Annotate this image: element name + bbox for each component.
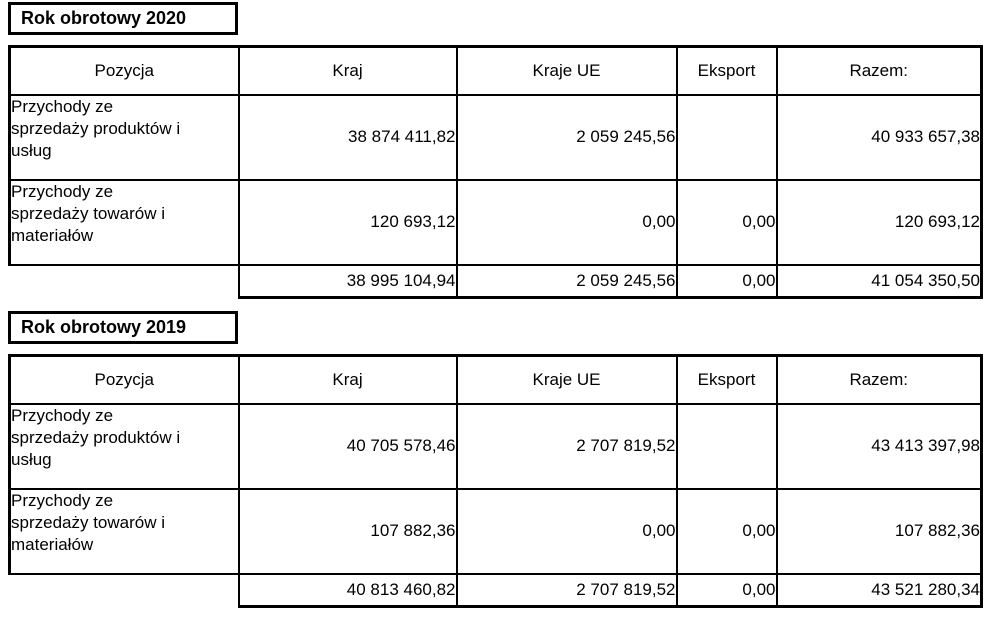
value-cell-eksport (675, 402, 778, 490)
total-cell-kraj: 38 995 104,94 (237, 263, 458, 299)
column-header-razem: Razem: (775, 45, 983, 96)
column-header-kraj: Kraj (237, 45, 458, 96)
table-row: Przychody ze sprzedaży towarów i materia… (8, 178, 983, 266)
table-row: Przychody ze sprzedaży produktów i usług… (8, 402, 983, 490)
total-cell-razem: 41 054 350,50 (775, 263, 983, 299)
year-title-2019: Rok obrotowy 2019 (8, 311, 238, 344)
column-header-razem: Razem: (775, 354, 983, 405)
total-row: 40 813 460,82 2 707 819,52 0,00 43 521 2… (9, 572, 983, 608)
value-cell-kraj: 120 693,12 (237, 178, 458, 266)
total-cell-razem: 43 521 280,34 (775, 572, 983, 608)
revenue-table-2020: Pozycja Kraj Kraje UE Eksport Razem: Prz… (8, 45, 983, 299)
value-cell-razem: 120 693,12 (775, 178, 983, 266)
column-header-kraje-ue: Kraje UE (455, 354, 678, 405)
value-cell-eksport: 0,00 (675, 487, 778, 575)
row-label: Przychody ze sprzedaży towarów i materia… (8, 487, 240, 575)
header-row: Pozycja Kraj Kraje UE Eksport Razem: (8, 354, 983, 405)
value-cell-eksport (675, 93, 778, 181)
revenue-table-2019: Pozycja Kraj Kraje UE Eksport Razem: Prz… (8, 354, 983, 608)
total-cell-kraj: 40 813 460,82 (237, 572, 458, 608)
row-label: Przychody ze sprzedaży produktów i usług (8, 402, 240, 490)
column-header-eksport: Eksport (675, 354, 778, 405)
value-cell-razem: 43 413 397,98 (775, 402, 983, 490)
header-row: Pozycja Kraj Kraje UE Eksport Razem: (8, 45, 983, 96)
row-label: Przychody ze sprzedaży produktów i usług (8, 93, 240, 181)
value-cell-kraj: 38 874 411,82 (237, 93, 458, 181)
total-row: 38 995 104,94 2 059 245,56 0,00 41 054 3… (9, 263, 983, 299)
value-cell-kraje-ue: 2 059 245,56 (455, 93, 678, 181)
column-header-pozycja: Pozycja (8, 354, 240, 405)
table-row: Przychody ze sprzedaży towarów i materia… (8, 487, 983, 575)
row-label: Przychody ze sprzedaży towarów i materia… (8, 178, 240, 266)
value-cell-kraj: 40 705 578,46 (237, 402, 458, 490)
value-cell-kraje-ue: 0,00 (455, 487, 678, 575)
fiscal-year-2019-section: Rok obrotowy 2019 Pozycja Kraj Kraje UE … (8, 311, 986, 608)
year-title-2020: Rok obrotowy 2020 (8, 2, 238, 35)
value-cell-eksport: 0,00 (675, 178, 778, 266)
total-cell-kraje-ue: 2 707 819,52 (455, 572, 678, 608)
column-header-kraje-ue: Kraje UE (455, 45, 678, 96)
column-header-kraj: Kraj (237, 354, 458, 405)
value-cell-kraj: 107 882,36 (237, 487, 458, 575)
total-cell-eksport: 0,00 (675, 572, 778, 608)
fiscal-year-2020-section: Rok obrotowy 2020 Pozycja Kraj Kraje UE … (8, 2, 986, 299)
value-cell-kraje-ue: 2 707 819,52 (455, 402, 678, 490)
column-header-pozycja: Pozycja (8, 45, 240, 96)
total-cell-kraje-ue: 2 059 245,56 (455, 263, 678, 299)
value-cell-razem: 107 882,36 (775, 487, 983, 575)
value-cell-razem: 40 933 657,38 (775, 93, 983, 181)
total-cell-eksport: 0,00 (675, 263, 778, 299)
value-cell-kraje-ue: 0,00 (455, 178, 678, 266)
table-row: Przychody ze sprzedaży produktów i usług… (8, 93, 983, 181)
total-row-spacer (9, 573, 239, 607)
total-row-spacer (9, 264, 239, 298)
column-header-eksport: Eksport (675, 45, 778, 96)
